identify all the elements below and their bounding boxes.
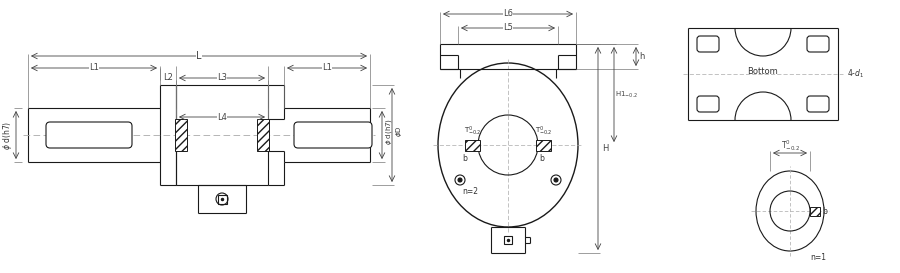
Text: L1: L1: [89, 64, 99, 73]
FancyBboxPatch shape: [807, 96, 829, 112]
Circle shape: [458, 178, 462, 182]
Text: H1$_{-0.2}$: H1$_{-0.2}$: [615, 89, 637, 100]
Text: Bottom: Bottom: [748, 67, 778, 76]
Polygon shape: [257, 119, 269, 151]
Circle shape: [554, 178, 558, 182]
Text: L1: L1: [322, 64, 332, 73]
Text: L6: L6: [503, 10, 513, 19]
Text: L2: L2: [163, 73, 173, 82]
FancyBboxPatch shape: [294, 122, 372, 148]
Text: L3: L3: [217, 73, 227, 82]
FancyBboxPatch shape: [46, 122, 132, 148]
Text: T$^{0}_{-0.2}$: T$^{0}_{-0.2}$: [780, 139, 799, 153]
Text: b: b: [463, 154, 467, 163]
Polygon shape: [175, 119, 187, 151]
Text: L: L: [196, 51, 202, 61]
FancyBboxPatch shape: [697, 96, 719, 112]
Circle shape: [551, 175, 561, 185]
Ellipse shape: [438, 63, 578, 227]
Text: $\phi$D: $\phi$D: [394, 125, 404, 137]
Circle shape: [455, 175, 465, 185]
Bar: [218, 194, 227, 203]
Polygon shape: [810, 206, 820, 215]
Text: b: b: [540, 154, 544, 163]
Text: T$^{0}_{-0.2}$: T$^{0}_{-0.2}$: [464, 125, 482, 138]
Text: n=1: n=1: [810, 254, 826, 263]
FancyBboxPatch shape: [697, 36, 719, 52]
Text: H: H: [602, 144, 608, 153]
Polygon shape: [536, 140, 551, 150]
Text: h: h: [639, 52, 644, 61]
Text: L4: L4: [217, 112, 227, 121]
Ellipse shape: [756, 171, 824, 251]
Text: $\phi$ d(h7): $\phi$ d(h7): [2, 120, 14, 150]
Text: T$^{0}_{-0.2}$: T$^{0}_{-0.2}$: [535, 125, 553, 138]
Polygon shape: [465, 140, 480, 150]
Text: n=2: n=2: [462, 188, 478, 197]
Text: 4-$d_1$: 4-$d_1$: [847, 68, 865, 80]
Bar: [504, 236, 512, 244]
Text: b: b: [823, 206, 827, 215]
Text: L5: L5: [503, 23, 513, 32]
FancyBboxPatch shape: [807, 36, 829, 52]
Text: $\phi$ d(h7): $\phi$ d(h7): [384, 117, 394, 144]
